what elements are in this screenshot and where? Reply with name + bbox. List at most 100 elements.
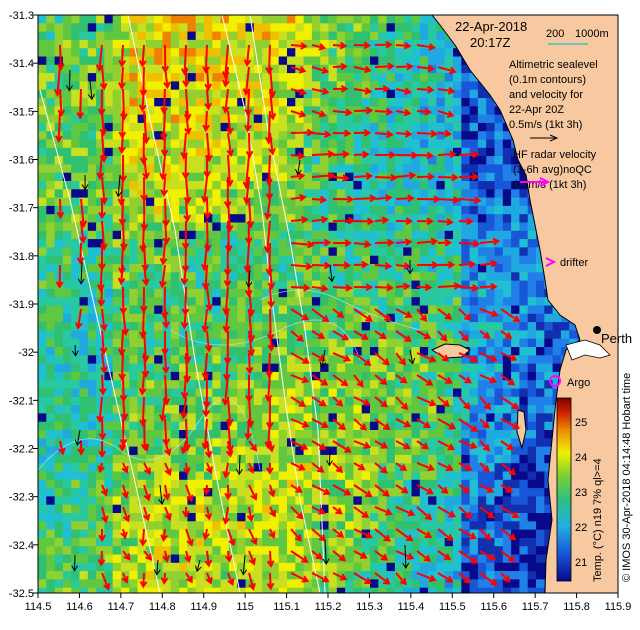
time-label: 20:17Z — [470, 35, 511, 50]
hf-vector — [353, 484, 373, 498]
hf-vector — [416, 172, 435, 181]
hf-vector — [268, 528, 276, 539]
hf-vector — [182, 506, 190, 519]
hf-vector — [311, 171, 336, 180]
altimetric-vector — [295, 159, 302, 176]
colorbar-tick-25: 25 — [575, 417, 587, 429]
x-tick-label: 115.9 — [605, 601, 632, 613]
river-estuary — [565, 339, 611, 361]
hf-vector — [204, 66, 213, 92]
altimetric-vector — [235, 454, 243, 476]
hf-vector — [162, 484, 171, 501]
hf-vector — [120, 528, 128, 540]
hf-vector — [290, 308, 310, 321]
argo-label: Argo — [567, 377, 590, 389]
hf-vector — [226, 110, 234, 136]
hf-vector — [311, 352, 326, 362]
hf-vector — [290, 215, 309, 224]
scale-label-1000m: 1000m — [575, 28, 609, 40]
hf-radar-vectors — [54, 40, 521, 591]
hf-vector — [205, 462, 213, 474]
altimetric-vector — [406, 259, 414, 275]
hf-vector — [458, 284, 480, 292]
y-tick-label: -32 — [18, 347, 34, 359]
hf-vector — [458, 528, 477, 540]
hf-vector — [98, 374, 107, 396]
hf-vector — [395, 352, 406, 366]
hf-vector — [374, 396, 388, 408]
hf-vector — [374, 462, 388, 474]
hf-vector — [101, 572, 111, 591]
hf-vector — [248, 572, 256, 591]
hf-vector — [222, 308, 231, 334]
hf-vector — [265, 176, 274, 201]
hf-vector — [353, 87, 373, 95]
hf-vector — [479, 550, 496, 561]
hf-vector — [266, 550, 275, 568]
hf-vector — [290, 283, 311, 292]
hf-vector — [332, 308, 345, 319]
hf-vector — [353, 330, 369, 340]
hf-legend-line3: 0.5m/s (1kt 3h) — [513, 179, 586, 191]
hf-vector — [437, 484, 449, 494]
hf-vector — [437, 66, 457, 75]
hf-vector — [180, 264, 189, 286]
hf-vector — [290, 396, 307, 407]
hf-vector — [98, 528, 106, 543]
hf-vector — [290, 172, 306, 180]
hf-vector — [79, 220, 87, 244]
hf-vector — [353, 374, 364, 388]
hf-vector — [164, 440, 172, 457]
hf-vector — [395, 217, 414, 226]
hf-vector — [479, 308, 499, 318]
hf-vector — [332, 484, 352, 496]
hf-vector — [141, 264, 150, 287]
hf-vector — [500, 396, 520, 410]
hf-vector — [437, 550, 452, 561]
hf-vector — [374, 262, 393, 270]
hf-vector — [479, 259, 498, 268]
hf-vector — [395, 418, 412, 428]
hf-vector — [162, 308, 170, 330]
hf-vector — [416, 308, 428, 323]
hf-vector — [479, 440, 491, 452]
hf-vector — [267, 330, 276, 352]
altimetric-vector — [194, 559, 202, 573]
hf-vector — [100, 308, 108, 332]
hf-vector — [374, 572, 391, 585]
hf-vector — [500, 484, 514, 493]
hf-vector — [99, 330, 108, 355]
altimetric-vectors — [65, 69, 416, 576]
hf-vector — [269, 506, 277, 518]
hf-vector — [98, 440, 106, 459]
hf-vector — [290, 462, 306, 471]
y-tick-label: -31.9 — [9, 299, 34, 311]
hf-vector — [227, 572, 235, 586]
x-tick-label: 115.3 — [356, 601, 383, 613]
altimetric-vector — [77, 261, 85, 285]
hf-vector — [99, 66, 108, 91]
hf-vector — [205, 286, 214, 312]
hf-vector — [353, 106, 374, 115]
colorbar-tick-24: 24 — [575, 452, 587, 464]
hf-vector — [374, 374, 388, 386]
hf-vector — [395, 396, 409, 411]
hf-vector — [395, 108, 412, 117]
hf-vector — [395, 87, 412, 95]
colorbar-tick-21: 21 — [575, 557, 587, 569]
hf-vector — [244, 418, 252, 441]
altimetric-vector — [328, 264, 335, 283]
altimetric-vector — [240, 554, 248, 576]
hf-vector — [203, 198, 212, 220]
y-tick-label: -32.2 — [9, 444, 34, 456]
hf-vector — [290, 572, 310, 583]
hf-vector — [416, 506, 433, 521]
hf-vector — [500, 572, 511, 583]
hf-vector — [117, 330, 126, 357]
hf-vector — [437, 572, 454, 583]
hf-vector — [416, 550, 432, 562]
hf-vector — [224, 484, 232, 501]
hf-vector — [479, 374, 498, 384]
hf-vector — [395, 550, 415, 560]
